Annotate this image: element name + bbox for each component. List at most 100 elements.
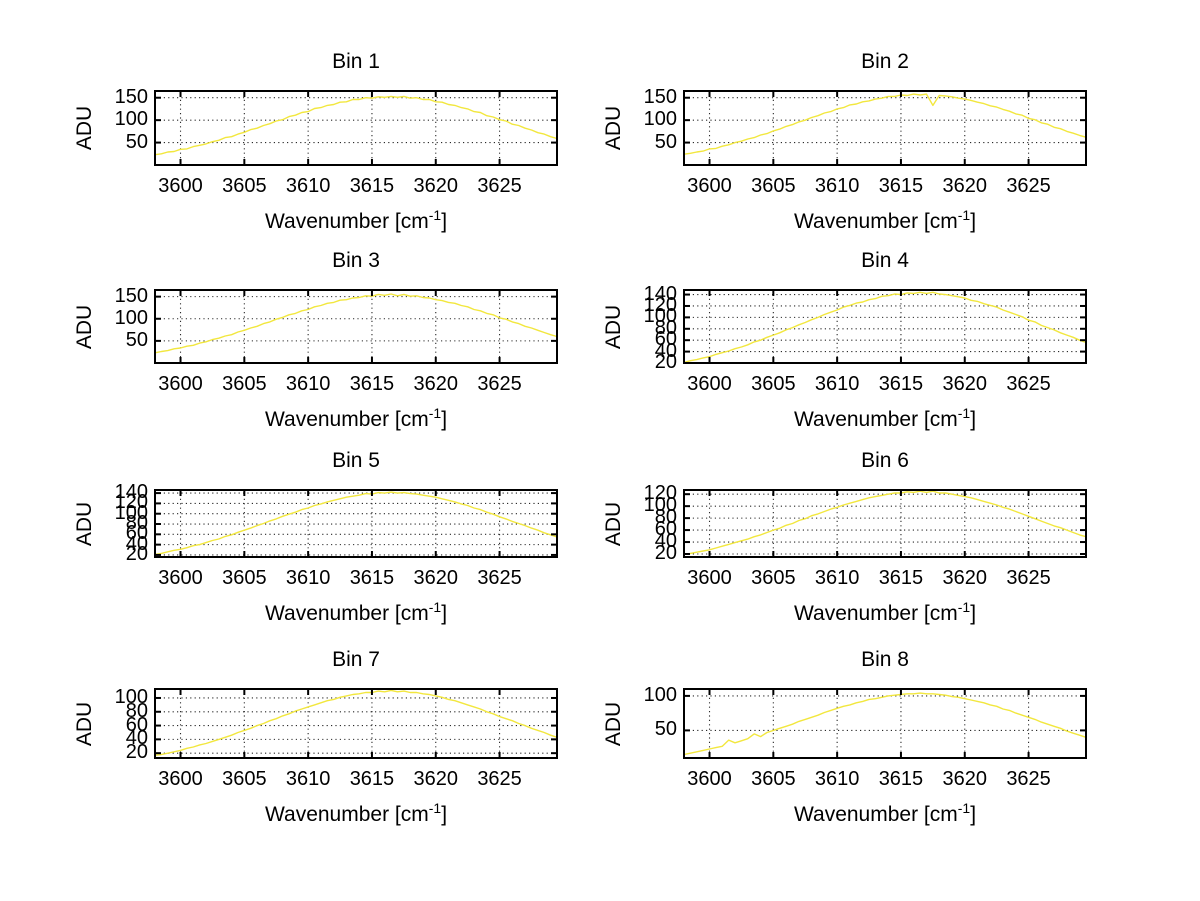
tick-marks (155, 689, 557, 758)
plot-area (683, 90, 1087, 166)
x-axis-label-superscript: -1 (428, 599, 442, 615)
tick-marks (684, 91, 1086, 165)
subplot-title: Bin 1 (332, 50, 380, 73)
x-tick-label: 3605 (222, 373, 267, 395)
tick-marks (155, 490, 557, 557)
y-tick-label: 20 (654, 351, 677, 373)
grid-lines (684, 290, 1086, 364)
y-tick-label: 120 (643, 482, 677, 505)
x-axis-label-superscript: -1 (428, 405, 442, 421)
y-tick-label: 20 (125, 542, 148, 565)
y-tick-label: 60 (654, 328, 677, 351)
subplot-title: Bin 7 (332, 648, 380, 671)
x-tick-label: 3625 (477, 768, 522, 790)
x-tick-label: 3620 (413, 373, 459, 395)
y-tick-label: 60 (125, 522, 148, 545)
y-tick-label: 60 (654, 518, 677, 541)
x-axis-label-text: Wavenumber [cm (264, 803, 429, 826)
plot-area (154, 289, 558, 364)
y-tick-label: 140 (114, 481, 148, 504)
x-axis-label-superscript: -1 (957, 207, 971, 223)
x-tick-label: 3615 (349, 175, 395, 197)
y-tick-label: 80 (125, 699, 148, 722)
data-curve (154, 293, 558, 354)
x-tick-label: 3610 (285, 567, 331, 589)
y-tick-label: 100 (114, 685, 148, 708)
x-axis-label-text: Wavenumber [cm (793, 408, 958, 431)
x-axis-label-close: ] (441, 210, 448, 233)
x-tick-label: 3620 (942, 175, 988, 197)
x-tick-label: 3615 (349, 373, 395, 395)
plot-area (683, 688, 1087, 759)
x-axis-label: Wavenumber [cm-1] (735, 207, 1035, 234)
x-axis-label: Wavenumber [cm-1] (735, 599, 1035, 626)
y-tick-label: 120 (114, 491, 148, 514)
x-tick-label: 3600 (158, 567, 203, 589)
x-axis-label-superscript: -1 (428, 207, 442, 223)
x-axis-label-superscript: -1 (957, 405, 971, 421)
x-axis-label-close: ] (441, 408, 448, 431)
subplot-title: Bin 6 (861, 449, 909, 472)
y-tick-label: 100 (114, 501, 148, 524)
x-tick-label: 3625 (477, 567, 522, 589)
y-tick-label: 100 (114, 306, 148, 329)
x-tick-label: 3610 (814, 373, 860, 395)
y-tick-label: 100 (114, 108, 148, 131)
y-tick-label: 40 (654, 530, 677, 553)
x-axis-label-superscript: -1 (957, 599, 971, 615)
x-axis-label-text: Wavenumber [cm (264, 602, 429, 625)
x-tick-label: 3605 (222, 567, 267, 589)
x-tick-label: 3600 (158, 768, 203, 790)
x-tick-label: 3610 (814, 175, 860, 197)
x-axis-label-close: ] (970, 408, 977, 431)
y-tick-label: 80 (125, 512, 148, 534)
x-tick-label: 3615 (878, 567, 924, 589)
y-tick-label: 20 (654, 542, 677, 564)
x-tick-label: 3615 (878, 768, 924, 790)
x-tick-label: 3615 (349, 768, 395, 790)
data-curve (683, 490, 1087, 556)
plot-area (154, 90, 558, 166)
x-tick-label: 3615 (349, 567, 395, 589)
x-axis-label: Wavenumber [cm-1] (735, 800, 1035, 827)
y-tick-label: 50 (125, 130, 148, 153)
axes-box (154, 489, 558, 558)
x-tick-label: 3625 (477, 373, 522, 395)
plot-area (154, 489, 558, 558)
plot-area (154, 688, 558, 759)
x-tick-label: 3625 (1006, 373, 1051, 395)
y-tick-label: 80 (654, 506, 677, 529)
x-tick-label: 3625 (1006, 175, 1051, 197)
tick-marks (684, 290, 1086, 364)
x-tick-label: 3615 (878, 175, 924, 197)
plot-area (683, 489, 1087, 558)
x-axis-label: Wavenumber [cm-1] (206, 800, 506, 827)
tick-marks (684, 689, 1086, 758)
y-tick-label: 140 (643, 282, 677, 305)
x-tick-label: 3620 (942, 768, 988, 790)
subplot-title: Bin 2 (861, 50, 909, 73)
subplot-title: Bin 5 (332, 449, 380, 472)
data-curve (683, 93, 1087, 155)
axes-box (683, 289, 1087, 364)
x-axis-label: Wavenumber [cm-1] (735, 405, 1035, 432)
y-tick-label: 150 (114, 85, 148, 108)
y-tick-label: 150 (114, 284, 148, 307)
x-axis-label-close: ] (970, 803, 977, 826)
x-tick-label: 3610 (814, 768, 860, 790)
x-tick-label: 3600 (687, 768, 732, 790)
x-tick-label: 3610 (814, 567, 860, 589)
grid-lines (155, 290, 557, 363)
y-tick-label: 50 (654, 718, 677, 741)
x-axis-label-text: Wavenumber [cm (264, 408, 429, 431)
y-tick-label: 60 (125, 713, 148, 736)
x-axis-label-superscript: -1 (428, 800, 442, 816)
x-axis-label-close: ] (441, 803, 448, 826)
x-tick-label: 3625 (477, 175, 522, 197)
y-tick-label: 120 (643, 293, 677, 316)
grid-lines (684, 490, 1086, 557)
x-tick-label: 3600 (687, 175, 732, 197)
x-axis-label-superscript: -1 (957, 800, 971, 816)
axes-box (154, 688, 558, 759)
